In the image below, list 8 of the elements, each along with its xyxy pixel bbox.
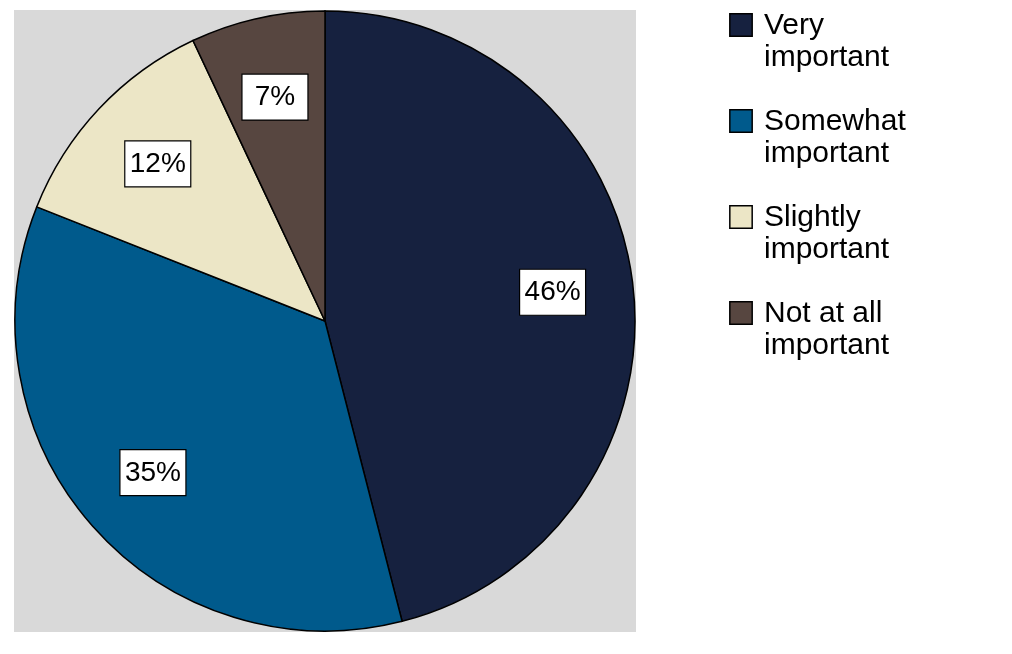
data-label: 12% — [129, 146, 186, 178]
data-label: 7% — [254, 80, 296, 112]
legend-label: Slightly important — [764, 199, 890, 264]
legend-label: Not at all important — [764, 295, 890, 360]
data-label: 46% — [524, 275, 581, 307]
data-label: 35% — [124, 455, 181, 487]
legend-label: Very important — [764, 7, 890, 72]
legend-label: Somewhat important — [764, 103, 907, 168]
